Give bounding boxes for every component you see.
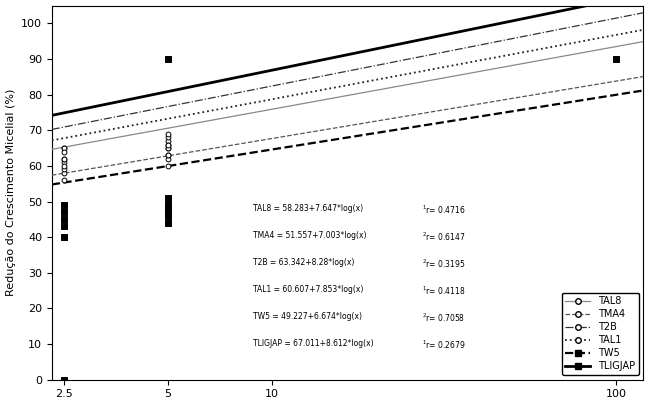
Text: TMA4 = 51.557+7.003*log(x): TMA4 = 51.557+7.003*log(x) [253, 231, 367, 240]
Point [59, 156, 69, 162]
Point [59, 202, 69, 208]
Point [163, 209, 173, 215]
Point [59, 166, 69, 173]
Point [163, 220, 173, 226]
Point [163, 145, 173, 151]
Text: $^2$r= 0.7058: $^2$r= 0.7058 [422, 311, 465, 324]
Point [163, 145, 173, 151]
Point [163, 141, 173, 148]
Text: TW5 = 49.227+6.674*log(x): TW5 = 49.227+6.674*log(x) [253, 311, 362, 321]
Point [59, 223, 69, 230]
Text: T2B = 63.342+8.28*log(x): T2B = 63.342+8.28*log(x) [253, 258, 354, 267]
Point [163, 156, 173, 162]
Point [59, 177, 69, 183]
Point [163, 152, 173, 158]
Text: $^2$r= 0.6147: $^2$r= 0.6147 [422, 231, 465, 243]
Point [163, 141, 173, 148]
Text: $^1$r= 0.4118: $^1$r= 0.4118 [422, 285, 465, 297]
Point [59, 145, 69, 151]
Point [163, 213, 173, 219]
Point [59, 145, 69, 151]
Point [59, 156, 69, 162]
Point [59, 163, 69, 169]
Y-axis label: Redução do Crescimento Micelial (%): Redução do Crescimento Micelial (%) [6, 89, 16, 296]
Point [163, 202, 173, 208]
Text: $^2$r= 0.3195: $^2$r= 0.3195 [422, 258, 465, 270]
Point [163, 134, 173, 141]
Point [163, 130, 173, 137]
Legend: TAL8, TMA4, T2B, TAL1, TW5, TLIGJAP: TAL8, TMA4, T2B, TAL1, TW5, TLIGJAP [561, 292, 639, 375]
Point [163, 56, 173, 62]
Point [163, 195, 173, 201]
Point [59, 209, 69, 215]
Point [59, 234, 69, 241]
Point [163, 152, 173, 158]
Point [163, 163, 173, 169]
Point [59, 159, 69, 166]
Point [59, 216, 69, 223]
Point [163, 138, 173, 144]
Point [59, 170, 69, 176]
Text: TAL1 = 60.607+7.853*log(x): TAL1 = 60.607+7.853*log(x) [253, 285, 363, 294]
Text: $^1$r= 0.4716: $^1$r= 0.4716 [422, 204, 465, 216]
Point [59, 148, 69, 155]
Point [163, 205, 173, 212]
Point [59, 377, 69, 383]
Point [611, 56, 621, 62]
Text: TAL8 = 58.283+7.647*log(x): TAL8 = 58.283+7.647*log(x) [253, 204, 363, 213]
Text: $^1$r= 0.2679: $^1$r= 0.2679 [422, 339, 465, 351]
Text: TLIGJAP = 67.011+8.612*log(x): TLIGJAP = 67.011+8.612*log(x) [253, 339, 374, 347]
